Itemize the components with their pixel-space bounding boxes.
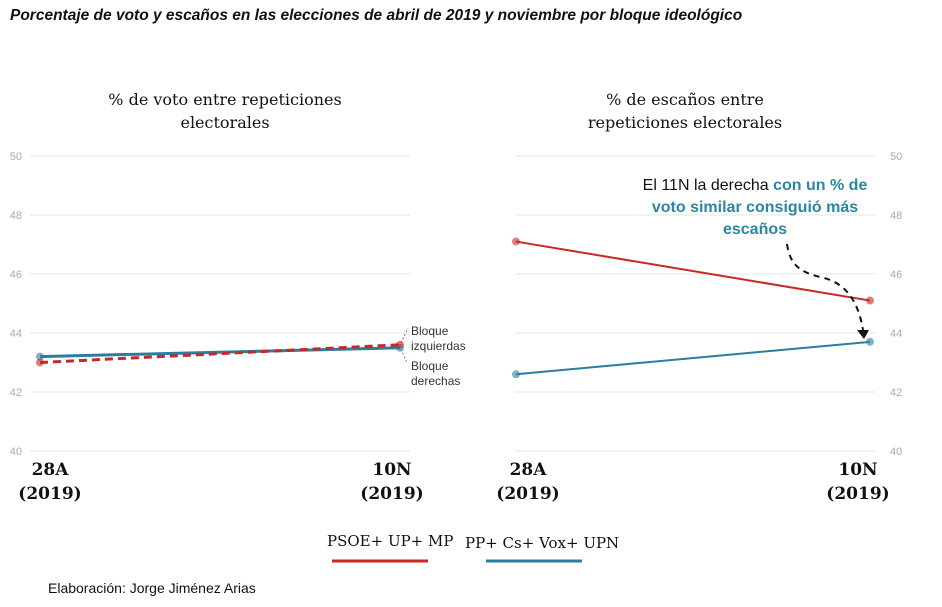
label-bloque-derechas: Bloque derechas [411, 359, 461, 388]
left-title-line2: electorales [180, 113, 270, 132]
credit: Elaboración: Jorge Jiménez Arias [48, 580, 256, 596]
y-tick-label: 42 [890, 387, 902, 399]
data-point [36, 352, 44, 361]
y-tick-label: 40 [890, 446, 902, 458]
left-x-tick-10n: 10N (2019) [360, 460, 424, 504]
right-title-line1: % de escaños entre [606, 90, 764, 109]
y-tick-label: 46 [890, 269, 902, 281]
series-line-bloque-izquierdas [39, 343, 401, 364]
data-point [512, 370, 520, 379]
y-tick-label: 46 [10, 269, 22, 281]
right-x-tick-10n: 10N (2019) [826, 460, 890, 504]
y-tick-label: 40 [10, 446, 22, 458]
y-tick-label: 50 [890, 151, 902, 163]
data-point [512, 237, 520, 246]
label-leader [400, 327, 409, 344]
y-tick-label: 44 [10, 328, 22, 340]
data-point [866, 337, 874, 346]
label-leader [400, 348, 408, 364]
right-chart-title: % de escaños entre repeticiones electora… [530, 88, 840, 134]
left-x-tick-28a: 28A (2019) [18, 460, 82, 504]
left-title-line1: % de voto entre repeticiones [108, 90, 342, 109]
y-tick-label: 42 [10, 387, 22, 399]
series-line-bloque-derechas [39, 346, 401, 359]
legend-item-right-bloc: PP+ Cs+ Vox+ UPN [465, 534, 620, 552]
left-chart-title: % de voto entre repeticiones electorales [60, 88, 390, 134]
right-x-tick-28a: 28A (2019) [496, 460, 560, 504]
label-bloque-izquierdas: Bloque izquierdas [411, 324, 466, 353]
y-tick-label: 44 [890, 328, 902, 340]
series-line-pp-cs-vox-upn [515, 340, 871, 376]
data-point [36, 358, 44, 367]
y-tick-label: 48 [10, 210, 22, 222]
annotation: El 11N la derecha con un % de voto simil… [642, 177, 868, 238]
figure-title: Porcentaje de voto y escaños en las elec… [10, 7, 743, 24]
legend-item-left-bloc: PSOE+ UP+ MP [327, 532, 454, 550]
y-tick-label: 48 [890, 210, 902, 222]
right-title-line2: repeticiones electorales [587, 113, 783, 132]
data-point [396, 340, 404, 349]
y-tick-label: 50 [10, 151, 22, 163]
data-point [866, 296, 874, 305]
annotation-arrow [786, 243, 864, 331]
series-line-psoe-up-mp [515, 240, 871, 302]
arrow-head-icon [857, 330, 869, 339]
